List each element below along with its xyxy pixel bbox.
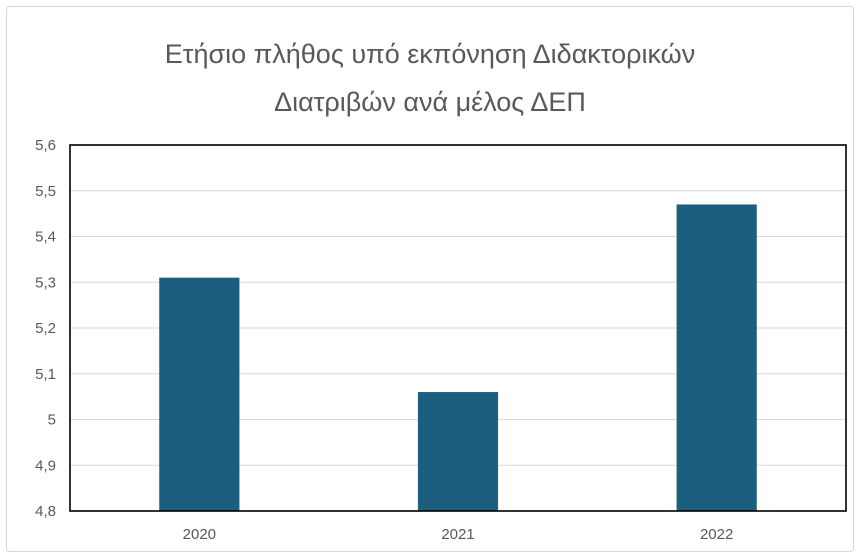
bars <box>159 204 757 511</box>
x-tick-label-2022: 2022 <box>700 526 733 543</box>
chart-title-line-1: Ετήσιο πλήθος υπό εκπόνηση Διδακτορικών <box>164 39 696 69</box>
y-tick-label: 5,1 <box>35 366 56 383</box>
y-tick-label: 5,5 <box>35 183 56 200</box>
x-tick-label-2021: 2021 <box>441 526 474 543</box>
chart-title-line-2: Διατριβών ανά μέλος ΔΕΠ <box>274 87 586 117</box>
bar-2022 <box>676 204 757 511</box>
y-tick-label: 5,4 <box>35 229 56 246</box>
y-axis-tick-labels: 4,8 4,9 5 5,1 5,2 5,3 5,4 5,5 5,6 <box>35 137 56 520</box>
y-tick-label: 5,6 <box>35 137 56 154</box>
x-tick-label-2020: 2020 <box>183 526 216 543</box>
bar-2021 <box>417 392 499 511</box>
chart-title: Ετήσιο πλήθος υπό εκπόνηση Διδακτορικών … <box>0 30 860 126</box>
y-tick-label: 5,3 <box>35 274 56 291</box>
y-tick-label: 4,8 <box>35 503 56 520</box>
x-axis-tick-labels: 2020 2021 2022 <box>183 526 734 543</box>
bar-2020 <box>159 277 240 511</box>
y-tick-label: 5,2 <box>35 320 56 337</box>
plot-area-border <box>69 144 847 512</box>
y-tick-label: 4,9 <box>35 457 56 474</box>
y-tick-label: 5 <box>48 412 56 429</box>
